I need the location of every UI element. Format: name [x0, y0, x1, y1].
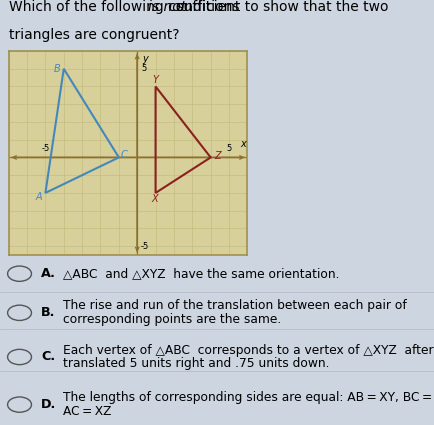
Text: C.: C.	[41, 351, 56, 363]
Text: y: y	[143, 54, 148, 64]
Text: Which of the following conditions: Which of the following conditions	[9, 0, 243, 14]
Text: Y: Y	[153, 75, 158, 85]
Text: The rise and run of the translation between each pair of: The rise and run of the translation betw…	[63, 300, 407, 312]
Text: B.: B.	[41, 306, 56, 319]
Text: C: C	[121, 150, 128, 160]
Text: -5: -5	[141, 242, 149, 251]
Text: AC = XZ: AC = XZ	[63, 405, 111, 418]
Text: translated 5 units right and .75 units down.: translated 5 units right and .75 units d…	[63, 357, 329, 370]
Text: D.: D.	[41, 398, 56, 411]
Text: A: A	[36, 193, 42, 202]
Text: B: B	[54, 64, 61, 74]
Text: Each vertex of △ABC  corresponds to a vertex of △XYZ  after: Each vertex of △ABC corresponds to a ver…	[63, 344, 434, 357]
Text: Z: Z	[214, 150, 220, 161]
Text: 5: 5	[227, 144, 232, 153]
Text: X: X	[151, 194, 158, 204]
Text: corresponding points are the same.: corresponding points are the same.	[63, 313, 281, 326]
Text: 5: 5	[141, 64, 146, 73]
Text: △ABC  and △XYZ  have the same orientation.: △ABC and △XYZ have the same orientation.	[63, 267, 339, 280]
Text: sufficient to show that the two: sufficient to show that the two	[172, 0, 388, 14]
Text: The lengths of corresponding sides are equal: AB = XY, BC = YZ,: The lengths of corresponding sides are e…	[63, 391, 434, 404]
Text: A.: A.	[41, 267, 56, 280]
Text: is not: is not	[148, 0, 186, 14]
Text: triangles are congruent?: triangles are congruent?	[9, 28, 179, 42]
Text: -5: -5	[41, 144, 49, 153]
Text: x: x	[240, 139, 246, 149]
